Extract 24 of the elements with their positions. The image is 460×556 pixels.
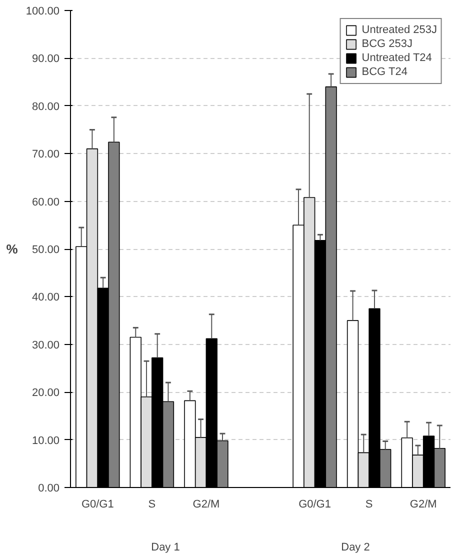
y-tick-label: 50.00 bbox=[32, 244, 60, 256]
text: Day 2 bbox=[341, 542, 370, 554]
y-tick-label: 70.00 bbox=[32, 148, 60, 161]
y-tick-label: 20.00 bbox=[32, 387, 60, 400]
legend-label: BCG T24 bbox=[362, 65, 408, 79]
x-tick-label: G2/M bbox=[192, 498, 220, 510]
y-tick-label: 30.00 bbox=[32, 339, 60, 352]
y-tick-label: 10.00 bbox=[32, 434, 60, 447]
y-tick-label: 90.00 bbox=[32, 53, 60, 66]
y-tick-label: 80.00 bbox=[32, 100, 60, 113]
y-tick-label: 60.00 bbox=[32, 196, 60, 208]
text: Day 1 bbox=[151, 542, 180, 554]
legend-label: Untreated 253J bbox=[362, 23, 437, 37]
x-tick-label: S bbox=[148, 498, 156, 510]
x-tick-label: G0/G1 bbox=[298, 498, 331, 510]
y-tick-label: 100.00 bbox=[26, 6, 60, 18]
y-axis-title: % bbox=[6, 242, 18, 256]
y-tick-label: 0.00 bbox=[38, 482, 60, 494]
x-tick-label: G0/G1 bbox=[81, 498, 114, 510]
x-tick-label: S bbox=[365, 498, 373, 510]
y-tick-label: 40.00 bbox=[32, 292, 60, 304]
legend-label: Untreated T24 bbox=[362, 51, 432, 65]
x-tick-label: G2/M bbox=[410, 498, 437, 510]
legend-label: BCG 253J bbox=[362, 37, 413, 51]
